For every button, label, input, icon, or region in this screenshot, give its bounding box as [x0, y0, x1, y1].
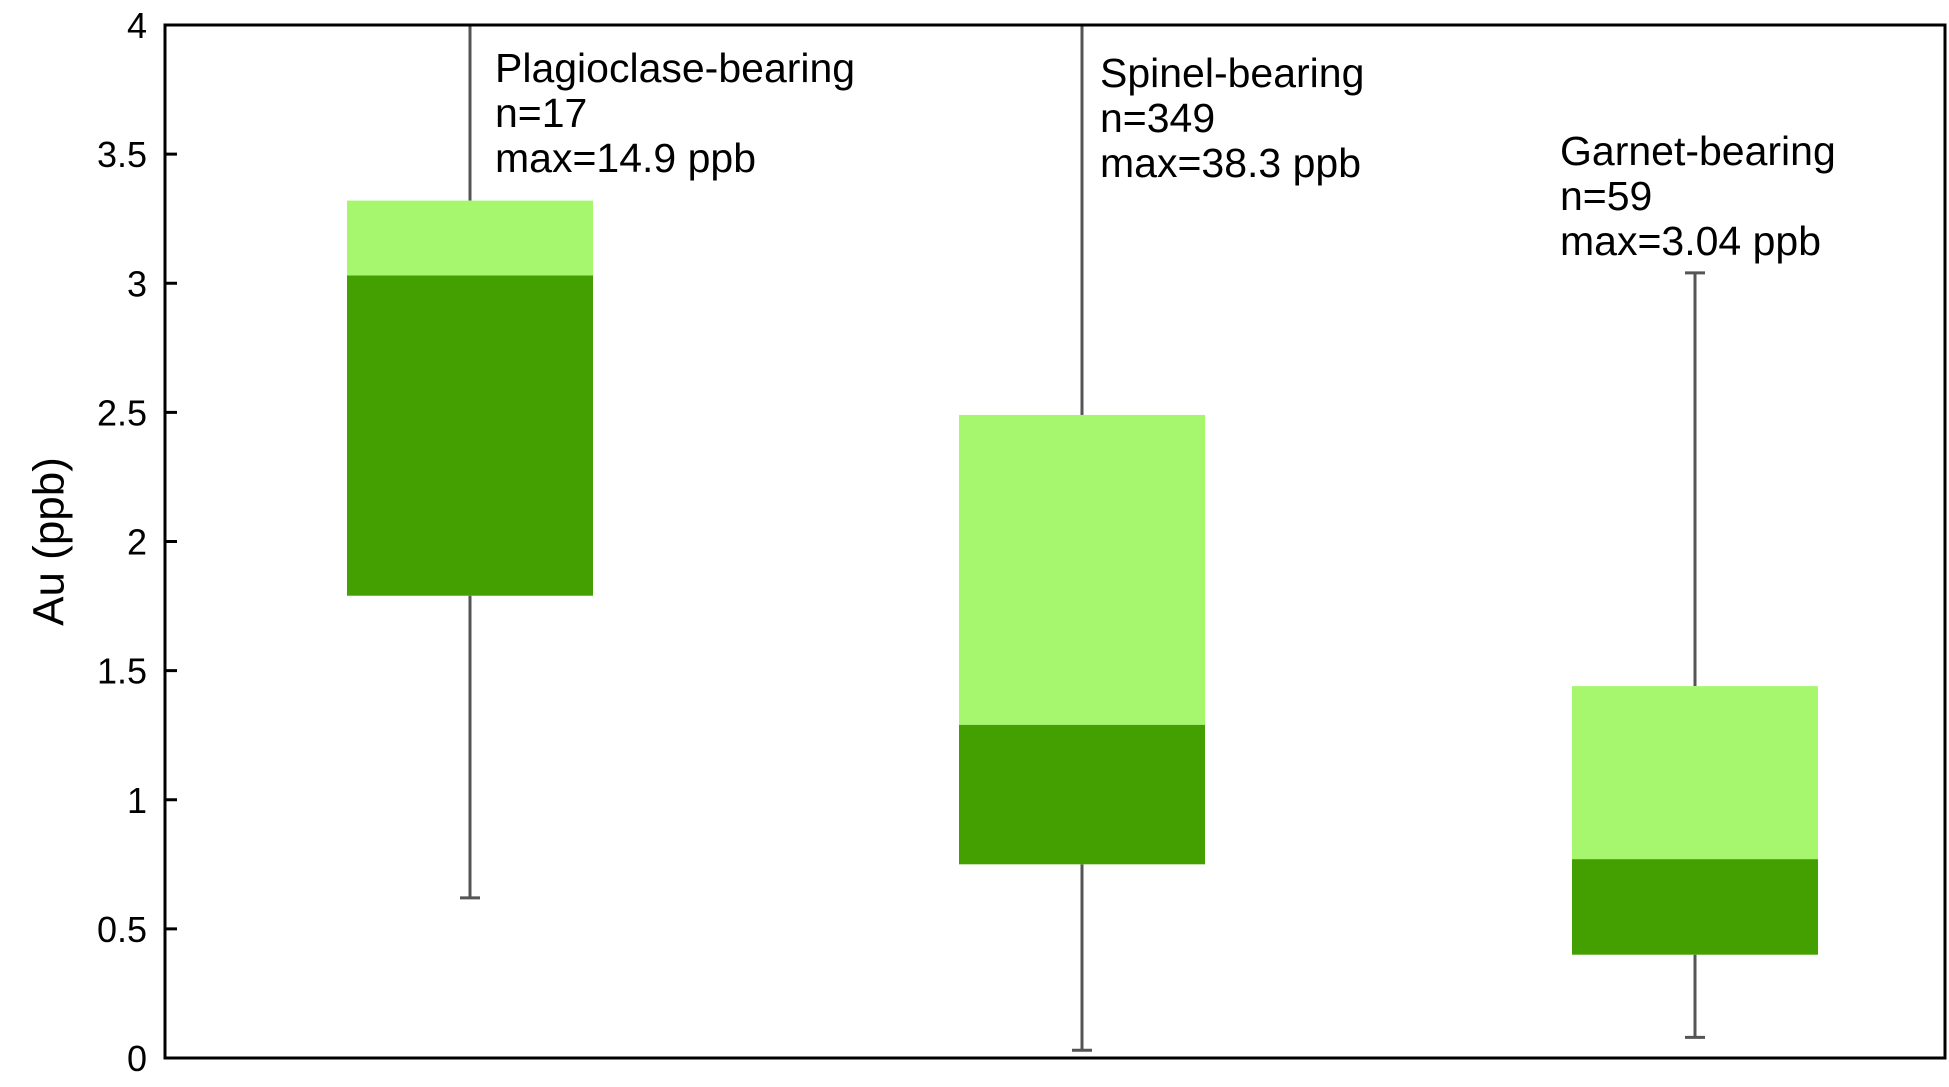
- box-garnet-bearing: [1572, 271, 1818, 1039]
- group-count: n=17: [495, 90, 587, 136]
- upper-quartile-box: [1572, 686, 1818, 860]
- box-plagioclase-bearing: [347, 25, 593, 900]
- y-tick-label: 3: [127, 263, 147, 304]
- group-count: n=59: [1560, 173, 1652, 219]
- group-label: Plagioclase-bearing: [495, 45, 855, 91]
- y-tick-label: 3.5: [97, 134, 147, 175]
- lower-quartile-box: [959, 724, 1205, 865]
- box-spinel-bearing: [959, 25, 1205, 1052]
- lower-quartile-box: [347, 275, 593, 596]
- y-tick-label: 0.5: [97, 909, 147, 950]
- y-tick-label: 2: [127, 522, 147, 563]
- y-tick-label: 4: [127, 5, 147, 46]
- group-count: n=349: [1100, 95, 1215, 141]
- group-label: Garnet-bearing: [1560, 128, 1836, 174]
- y-axis: 0 0.5 1 1.5 2 2.5 3 3.5 4: [97, 5, 177, 1079]
- group-max: max=14.9 ppb: [495, 135, 756, 181]
- plot-layer: [347, 25, 1818, 1052]
- y-tick-label: 1.5: [97, 651, 147, 692]
- group-max: max=3.04 ppb: [1560, 218, 1821, 264]
- y-axis-title: Au (ppb): [24, 457, 73, 626]
- y-tick-label: 2.5: [97, 392, 147, 433]
- group-max: max=38.3 ppb: [1100, 140, 1361, 186]
- y-tick-label: 0: [127, 1038, 147, 1079]
- upper-quartile-box: [959, 414, 1205, 725]
- lower-quartile-box: [1572, 859, 1818, 955]
- upper-quartile-box: [347, 200, 593, 276]
- y-tick-label: 1: [127, 780, 147, 821]
- group-label: Spinel-bearing: [1100, 50, 1364, 96]
